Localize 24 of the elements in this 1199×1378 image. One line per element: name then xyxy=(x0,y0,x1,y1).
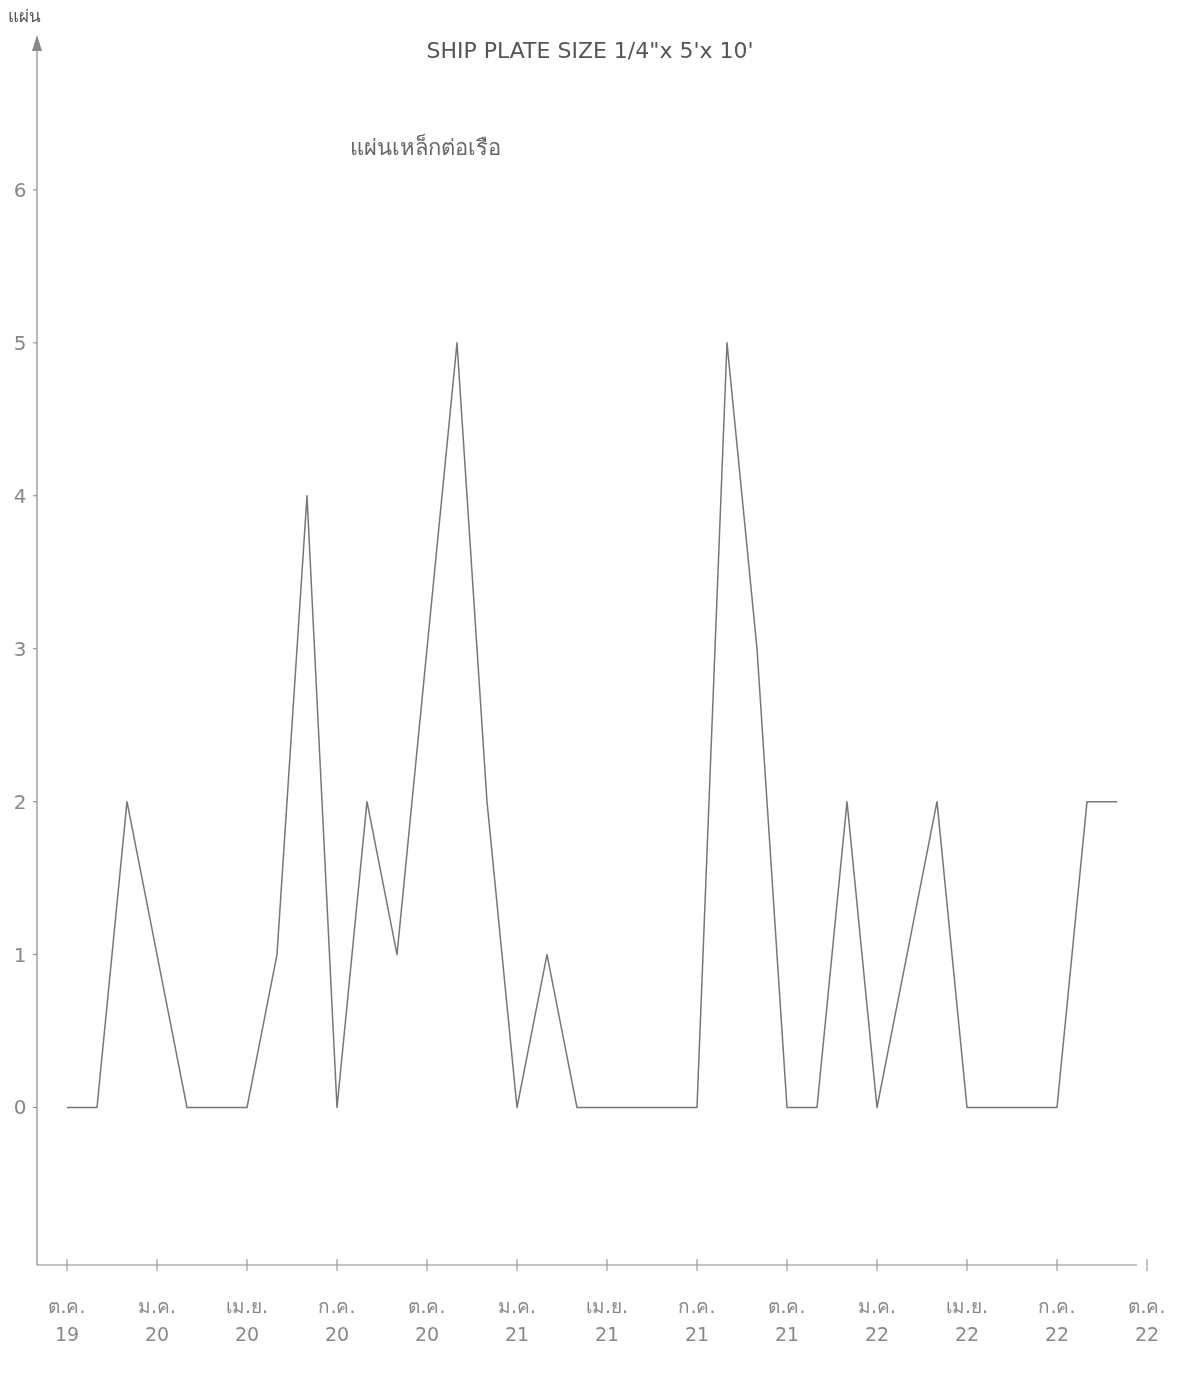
x-tick-label: ต.ค. 20 xyxy=(408,1295,446,1345)
x-tick-label: ต.ค. 19 xyxy=(48,1295,86,1345)
x-tick-label: ก.ค. 20 xyxy=(318,1295,356,1345)
chart-title: SHIP PLATE SIZE 1/4"x 5'x 10' xyxy=(426,38,754,63)
y-tick-label: 5 xyxy=(13,330,27,355)
y-tick-label: 0 xyxy=(13,1095,27,1120)
x-tick-label: ต.ค. 22 xyxy=(1128,1295,1166,1345)
x-tick-label: ก.ค. 22 xyxy=(1038,1295,1076,1345)
x-tick-label: เม.ย. 20 xyxy=(225,1295,269,1345)
x-tick-label: ต.ค. 21 xyxy=(768,1295,806,1345)
x-tick-label: ม.ค. 20 xyxy=(137,1295,177,1345)
x-tick-label: ก.ค. 21 xyxy=(678,1295,716,1345)
x-tick-label: เม.ย. 21 xyxy=(585,1295,629,1345)
line-series xyxy=(66,342,1118,1109)
y-tick-label: 6 xyxy=(13,177,27,202)
x-tick-label: ม.ค. 22 xyxy=(857,1295,897,1345)
y-tick-label: 1 xyxy=(13,942,27,967)
y-tick-label: 2 xyxy=(13,789,27,814)
y-tick-label: 3 xyxy=(13,636,27,661)
text: แผ่นเหล็กต่อเรือ xyxy=(349,133,501,160)
y-tick-label: 4 xyxy=(13,483,27,508)
x-tick-label: ม.ค. 21 xyxy=(497,1295,537,1345)
x-tick-label: เม.ย. 22 xyxy=(945,1295,989,1345)
y-axis-title: แผ่น xyxy=(8,6,41,26)
